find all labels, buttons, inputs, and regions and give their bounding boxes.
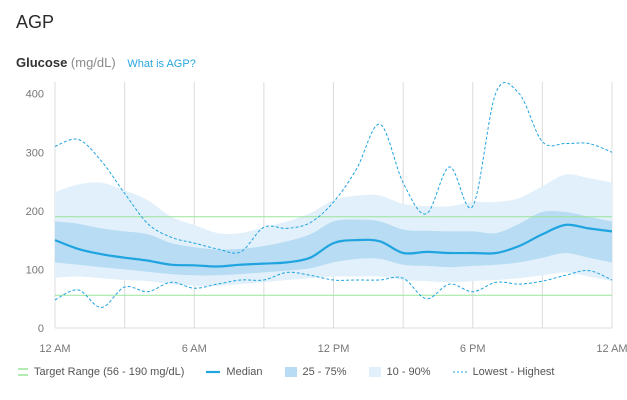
legend-p10-90-label: 10 - 90% xyxy=(386,366,431,378)
iqr-swatch xyxy=(284,367,297,377)
range-swatch xyxy=(452,371,467,373)
y-axis-title: Glucose xyxy=(16,55,68,70)
y-tick-label: 200 xyxy=(26,206,44,218)
legend-item-iqr: 25 - 75% xyxy=(284,366,347,378)
legend-item-median: Median xyxy=(206,366,263,378)
legend-target-label: Target Range (56 - 190 mg/dL) xyxy=(34,366,185,378)
lowest-line xyxy=(54,269,613,309)
legend: Target Range (56 - 190 mg/dL) Median 25 … xyxy=(18,366,577,378)
legend-item-target: Target Range (56 - 190 mg/dL) xyxy=(18,366,184,378)
x-tick-label: 6 AM xyxy=(182,343,207,355)
legend-item-range: Lowest - Highest xyxy=(452,366,555,378)
page-title: AGP xyxy=(16,12,55,32)
median-line xyxy=(54,223,613,268)
target-range-swatch xyxy=(18,368,28,376)
legend-median-label: Median xyxy=(226,366,263,378)
y-tick-label: 400 xyxy=(26,89,44,101)
what-is-agp-link[interactable]: What is AGP? xyxy=(127,58,196,70)
x-tick-label: 12 AM xyxy=(39,343,70,355)
y-tick-label: 0 xyxy=(38,323,44,335)
legend-range-label: Lowest - Highest xyxy=(472,366,555,378)
legend-iqr-label: 25 - 75% xyxy=(302,366,347,378)
median-swatch xyxy=(206,370,221,374)
p10-90-swatch xyxy=(368,367,381,377)
x-tick-label: 6 PM xyxy=(460,343,486,355)
legend-item-p10-90: 10 - 90% xyxy=(368,366,431,378)
x-tick-label: 12 PM xyxy=(318,343,350,355)
y-tick-label: 100 xyxy=(26,264,44,276)
y-axis-unit: (mg/dL) xyxy=(70,55,116,70)
highest-line xyxy=(54,82,613,254)
y-tick-label: 300 xyxy=(26,147,44,159)
x-tick-label: 12 AM xyxy=(596,343,627,355)
chart-subheader: Glucose (mg/dL) What is AGP? xyxy=(16,55,196,70)
